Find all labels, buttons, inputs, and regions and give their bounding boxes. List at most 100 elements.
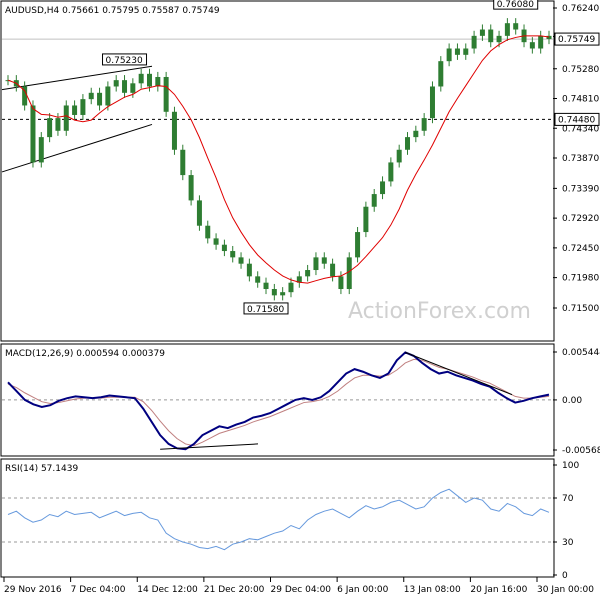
price-y-tick-label: 0.72920	[562, 214, 599, 224]
macd-resistance-trendline	[405, 351, 513, 396]
price-annotation-box	[493, 0, 539, 10]
price-panel: 0.762400.757900.752800.748100.743400.738…	[1, 0, 600, 315]
x-tick-label: 20 Jan 16:00	[470, 585, 527, 595]
price-candle-body	[280, 292, 286, 296]
price-candle-body	[504, 23, 510, 36]
price-candle-body	[113, 80, 119, 87]
price-annotation-label: 0.75230	[106, 56, 143, 66]
macd-chart-title: MACD(12,26,9) 0.000594 0.000379	[5, 349, 165, 359]
current-price-box	[554, 32, 600, 46]
price-candle-body	[205, 225, 211, 239]
price-annotation-box	[102, 53, 148, 66]
price-y-tick-label: 0.75280	[562, 65, 599, 75]
price-candle-body	[330, 263, 336, 277]
price-candle-body	[155, 76, 161, 87]
price-candle-body	[355, 232, 361, 258]
rsi-panel-frame	[0, 458, 555, 578]
price-candle-body	[246, 263, 252, 277]
price-candle-body	[413, 130, 419, 138]
price-candle-body	[80, 99, 86, 115]
price-candle-body	[122, 80, 128, 93]
price-candle-body	[196, 200, 202, 226]
price-candle-body	[363, 206, 369, 233]
price-candle-body	[130, 83, 136, 93]
macd-y-tick-label: 0.005444	[562, 348, 600, 358]
price-candle-body	[271, 289, 277, 296]
moving-average-line	[7, 35, 550, 284]
price-candle-body	[188, 175, 194, 201]
price-candle-body	[388, 162, 394, 182]
price-candle-body	[171, 111, 177, 150]
macd-support-trendline	[160, 443, 259, 450]
price-candle-body	[546, 35, 552, 40]
macd-panel: 0.005444 0.00 -0.005689	[2, 348, 600, 456]
macd-y-tick-label: -0.005689	[562, 446, 600, 456]
price-y-tick-label: 0.76240	[562, 4, 599, 14]
price-candle-body	[438, 61, 444, 87]
hline-price-box	[554, 112, 600, 126]
price-candle-body	[72, 105, 78, 115]
price-candle-body	[371, 194, 377, 207]
price-candle-body	[238, 257, 244, 264]
price-candle-body	[305, 270, 311, 277]
price-candle-body	[513, 23, 519, 30]
price-candle-body	[138, 73, 144, 84]
price-candle-body	[30, 105, 36, 163]
price-candle-body	[288, 282, 294, 293]
price-candle-body	[471, 35, 477, 49]
rsi-y-tick-label: 100	[562, 461, 579, 471]
price-candle-body	[255, 276, 261, 283]
current-price-label: 0.75749	[558, 35, 595, 45]
price-y-tick-label: 0.73870	[562, 154, 599, 164]
price-candle-body	[55, 118, 61, 131]
price-y-tick-label: 0.71500	[562, 304, 599, 314]
price-annotation-label: 0.71580	[247, 305, 284, 315]
price-candle-body	[421, 118, 427, 131]
price-candle-body	[313, 257, 319, 271]
price-candle-body	[479, 29, 485, 36]
wedge-lower-trendline	[1, 123, 153, 173]
macd-y-tick-label: 0.00	[562, 396, 582, 406]
price-candle-body	[63, 105, 69, 131]
price-panel-frame	[0, 0, 555, 342]
price-y-tick-label: 0.74340	[562, 124, 599, 134]
price-candle-body	[263, 282, 269, 290]
price-candle-body	[88, 92, 94, 100]
x-tick-label: 21 Dec 20:00	[204, 585, 265, 595]
price-annotation-label: 0.76080	[497, 0, 534, 10]
price-candle-body	[213, 238, 219, 245]
price-candle-body	[338, 276, 344, 290]
price-candle-body	[105, 86, 111, 106]
price-candle-body	[496, 35, 502, 43]
rsi-y-tick-label: 0	[562, 571, 568, 581]
price-candle-body	[396, 149, 402, 163]
price-candle-body	[346, 257, 352, 290]
price-y-tick-label: 0.71980	[562, 274, 599, 284]
price-candle-body	[429, 86, 435, 119]
price-candle-body	[38, 137, 44, 163]
x-tick-label: 29 Nov 2016	[4, 585, 62, 595]
price-candle-body	[22, 86, 28, 106]
price-candle-body	[180, 149, 186, 176]
price-candle-body	[446, 48, 452, 62]
macd-line	[7, 351, 550, 451]
rsi-chart-title: RSI(14) 57.1439	[5, 464, 78, 474]
price-y-tick-label: 0.74810	[562, 95, 599, 105]
price-candle-body	[221, 244, 227, 252]
price-candle-body	[97, 92, 103, 106]
x-axis: 29 Nov 2016 7 Dec 04:00 14 Dec 12:00 21 Dec…	[3, 577, 594, 595]
x-tick-label: 29 Dec 04:00	[271, 585, 332, 595]
price-candle-body	[321, 257, 327, 264]
x-tick-label: 13 Jan 08:00	[404, 585, 461, 595]
price-candle-body	[405, 137, 411, 150]
price-candle-body	[296, 276, 302, 283]
x-tick-label: 7 Dec 04:00	[71, 585, 126, 595]
watermark: ActionForex.com	[348, 299, 531, 324]
price-y-tick-label: 0.72450	[562, 244, 599, 254]
rsi-panel: 100 70 30 0	[2, 461, 579, 581]
price-candle-body	[380, 181, 386, 195]
price-candle-body	[488, 29, 494, 43]
wedge-upper-trendline	[1, 65, 153, 91]
